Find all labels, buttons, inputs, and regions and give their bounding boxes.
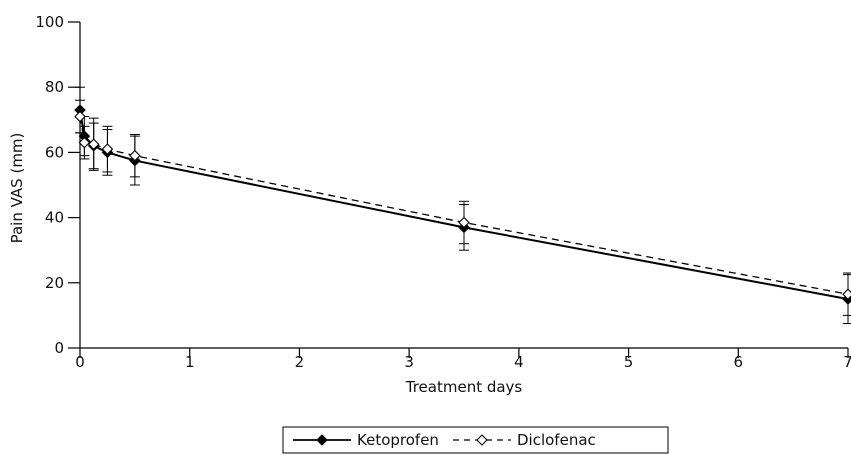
data-point-diclofenac [101, 143, 114, 155]
data-point-diclofenac [458, 216, 470, 229]
y-axis-title: Pain VAS (mm) [8, 133, 26, 244]
y-tick-label: 0 [54, 339, 64, 357]
x-tick-label: 6 [734, 353, 744, 371]
legend-swatch-marker-ketoprofen [316, 434, 328, 446]
data-point-diclofenac [129, 149, 141, 162]
x-tick-label: 5 [624, 353, 634, 371]
x-tick-label: 7 [843, 353, 851, 371]
markers-diclofenac [74, 110, 851, 300]
data-point-diclofenac [842, 288, 851, 300]
y-tick-label: 20 [45, 274, 64, 292]
legend-swatch-marker-diclofenac [476, 434, 488, 446]
x-tick-label: 3 [404, 353, 414, 371]
x-tick-label: 0 [75, 353, 85, 371]
series-layer [74, 86, 851, 325]
series-diclofenac [75, 99, 851, 316]
data-point-diclofenac [78, 136, 91, 149]
series-ketoprofen [75, 86, 851, 325]
data-point-diclofenac [87, 138, 100, 151]
y-tick-label: 60 [45, 143, 64, 161]
y-tick-label: 80 [45, 78, 64, 96]
legend-label-diclofenac: Diclofenac [517, 431, 596, 449]
axes: 0 20 40 60 80 100 0 1 2 3 4 5 6 7 [35, 13, 851, 371]
x-axis-title: Treatment days [405, 378, 523, 396]
x-tick-label: 2 [295, 353, 305, 371]
legend-label-ketoprofen: Ketoprofen [357, 431, 439, 449]
data-point-diclofenac [74, 110, 86, 123]
y-tick-label: 100 [35, 13, 64, 31]
x-tick-label: 1 [185, 353, 195, 371]
y-tick-label: 40 [45, 209, 64, 227]
legend: Ketoprofen Diclofenac [282, 426, 669, 454]
x-tick-label: 4 [514, 353, 524, 371]
